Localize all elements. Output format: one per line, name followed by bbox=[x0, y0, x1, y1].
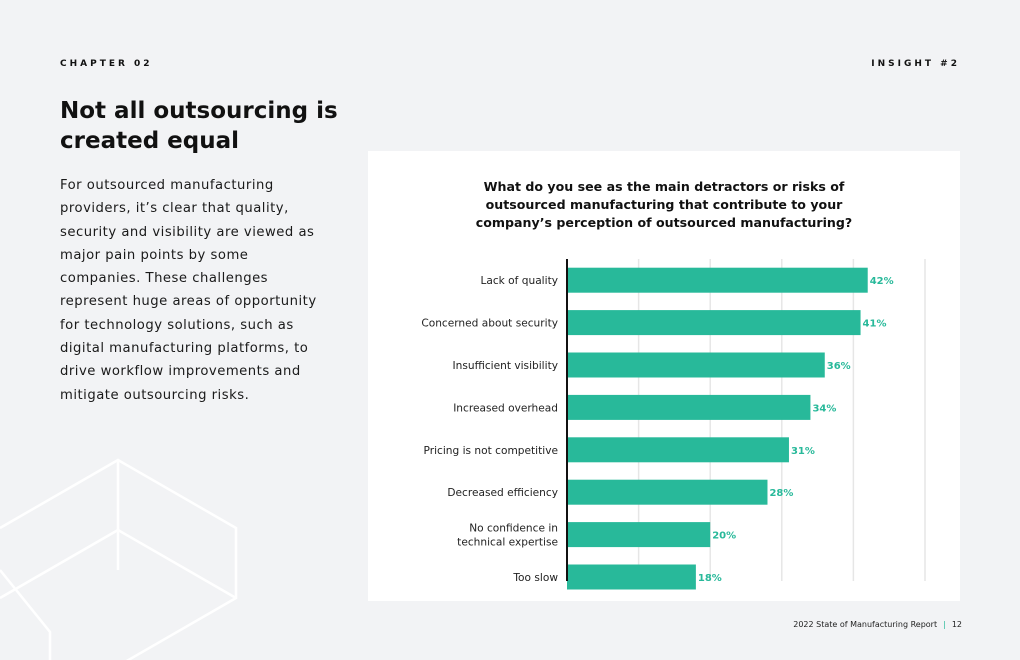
bar-value-label: 28% bbox=[769, 488, 793, 499]
decorative-cube-outline bbox=[0, 458, 238, 660]
bar bbox=[567, 267, 868, 293]
bar-value-label: 34% bbox=[812, 403, 836, 414]
bar bbox=[567, 352, 825, 378]
body-paragraph: For outsourced manufacturing providers, … bbox=[60, 178, 317, 403]
bar bbox=[567, 564, 696, 590]
page-title: Not all outsourcing is created equal bbox=[60, 98, 338, 154]
footer-report-name: 2022 State of Manufacturing Report bbox=[793, 620, 938, 629]
bar bbox=[567, 479, 768, 505]
category-label: Insufficient visibility bbox=[453, 360, 559, 372]
insight-label: INSIGHT #2 bbox=[871, 59, 960, 69]
chart-title: What do you see as the main detractors o… bbox=[475, 179, 853, 230]
bar bbox=[567, 437, 789, 463]
bar bbox=[567, 394, 811, 420]
category-label: Increased overhead bbox=[453, 402, 558, 414]
chapter-label: CHAPTER 02 bbox=[60, 59, 153, 69]
category-label: No confidence in technical expertise bbox=[457, 523, 558, 549]
category-label: Concerned about security bbox=[421, 318, 558, 330]
chart-card: What do you see as the main detractors o… bbox=[368, 151, 960, 601]
bar-value-label: 42% bbox=[870, 276, 894, 287]
footer-separator: | bbox=[943, 620, 946, 629]
bar-value-label: 18% bbox=[698, 573, 722, 584]
category-label: Pricing is not competitive bbox=[424, 445, 558, 457]
category-label: Decreased efficiency bbox=[447, 487, 558, 499]
bar bbox=[567, 522, 711, 548]
category-label: Lack of quality bbox=[480, 275, 558, 287]
footer: 2022 State of Manufacturing Report | 12 bbox=[793, 620, 962, 629]
bar-value-label: 20% bbox=[712, 531, 736, 542]
bar-value-label: 31% bbox=[791, 446, 815, 457]
category-label: Too slow bbox=[512, 572, 558, 584]
bar bbox=[567, 310, 861, 336]
footer-page-number: 12 bbox=[951, 620, 962, 629]
bar-value-label: 36% bbox=[827, 361, 851, 372]
bar-chart: 42% Lack of quality 41% Concerned about sec… bbox=[421, 259, 926, 590]
bar-value-label: 41% bbox=[863, 319, 887, 330]
